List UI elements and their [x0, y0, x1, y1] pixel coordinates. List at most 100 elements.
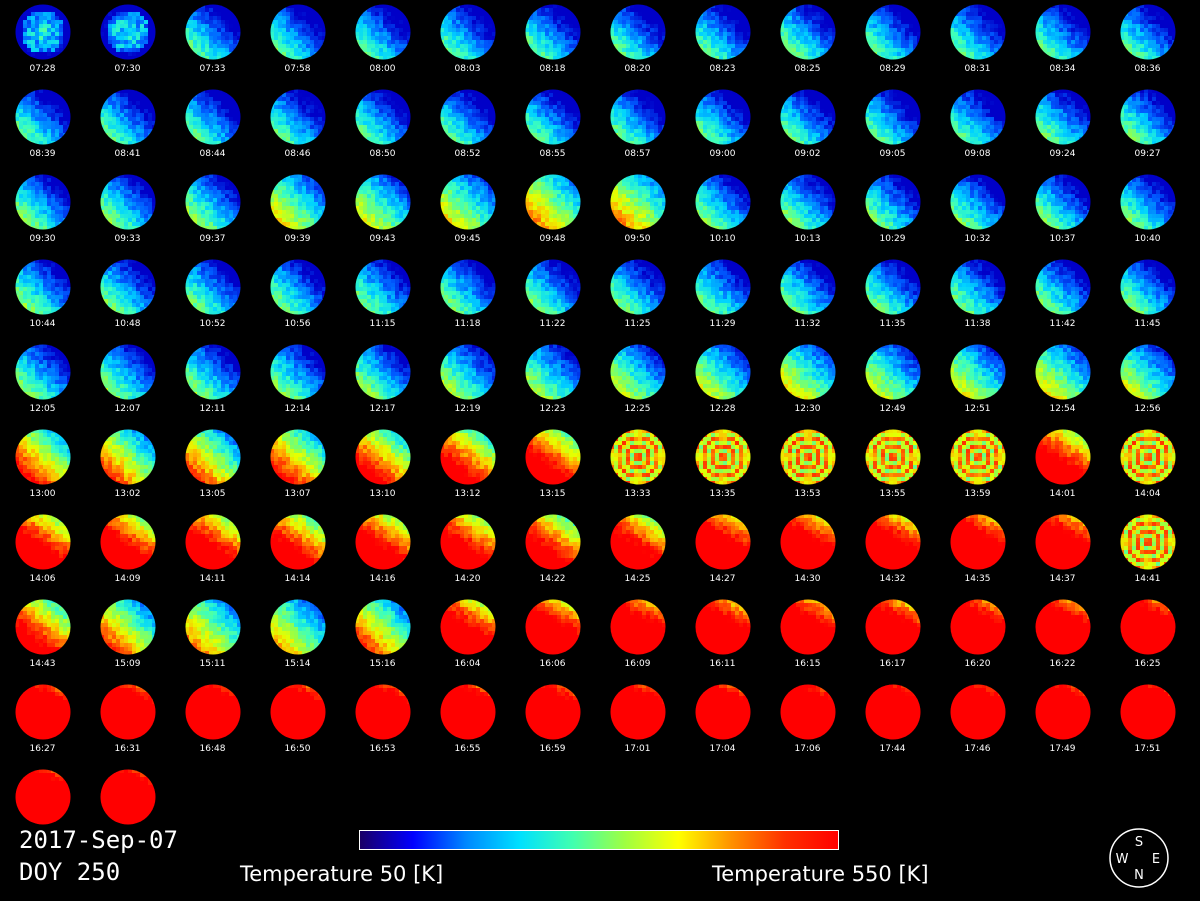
frame-thumbnail: 09:05 [850, 85, 935, 170]
frame-time-label: 12:56 [1105, 404, 1190, 414]
frame-time-label: 13:55 [850, 489, 935, 499]
frame-thumbnail: 12:49 [850, 340, 935, 425]
temperature-disk [695, 429, 751, 485]
temperature-disk [100, 514, 156, 570]
frame-time-label: 12:11 [170, 404, 255, 414]
frame-time-label: 11:42 [1020, 319, 1105, 329]
frame-time-label: 08:34 [1020, 64, 1105, 74]
frame-thumbnail: 16:27 [0, 680, 85, 765]
frame-thumbnail: 12:07 [85, 340, 170, 425]
temperature-disk [440, 599, 496, 655]
frame-thumbnail: 14:04 [1105, 425, 1190, 510]
frame-thumbnail: 08:25 [765, 0, 850, 85]
temperature-disk [525, 174, 581, 230]
frame-time-label: 12:25 [595, 404, 680, 414]
temperature-disk [185, 4, 241, 60]
frame-thumbnail: 14:41 [1105, 510, 1190, 595]
temperature-disk [185, 514, 241, 570]
frame-time-label: 09:02 [765, 149, 850, 159]
frame-time-label: 14:11 [170, 574, 255, 584]
temperature-disk [525, 684, 581, 740]
frame-time-label: 13:05 [170, 489, 255, 499]
temperature-disk [1035, 684, 1091, 740]
frame-time-label: 14:32 [850, 574, 935, 584]
temperature-disk [525, 344, 581, 400]
temperature-disk [610, 429, 666, 485]
frame-thumbnail: 16:20 [935, 595, 1020, 680]
frame-thumbnail: 08:52 [425, 85, 510, 170]
temperature-disk [355, 89, 411, 145]
frame-thumbnail: 13:35 [680, 425, 765, 510]
temperature-disk [865, 259, 921, 315]
temperature-disk [1035, 599, 1091, 655]
frame-thumbnail: 08:36 [1105, 0, 1190, 85]
frame-thumbnail: 07:58 [255, 0, 340, 85]
temperature-disk [1035, 429, 1091, 485]
frame-time-label: 13:53 [765, 489, 850, 499]
frame-time-label: 17:06 [765, 744, 850, 754]
temperature-disk [355, 599, 411, 655]
frame-time-label: 10:37 [1020, 234, 1105, 244]
temperature-disk [1120, 89, 1176, 145]
frame-thumbnail: 15:09 [85, 595, 170, 680]
frame-thumbnail: 14:16 [340, 510, 425, 595]
frame-thumbnail: 12:05 [0, 340, 85, 425]
frame-time-label: 12:49 [850, 404, 935, 414]
frame-time-label: 14:41 [1105, 574, 1190, 584]
frame-time-label: 09:27 [1105, 149, 1190, 159]
temperature-disk [525, 514, 581, 570]
temperature-disk [865, 684, 921, 740]
temperature-disk [100, 769, 156, 825]
frame-time-label: 15:14 [255, 659, 340, 669]
frame-thumbnail: 09:39 [255, 170, 340, 255]
frame-thumbnail: 09:08 [935, 85, 1020, 170]
temperature-disk [525, 89, 581, 145]
frame-time-label: 09:00 [680, 149, 765, 159]
frame-time-label: 08:29 [850, 64, 935, 74]
frame-thumbnail: 15:14 [255, 595, 340, 680]
frame-time-label: 10:44 [0, 319, 85, 329]
frame-time-label: 09:45 [425, 234, 510, 244]
frame-thumbnail: 12:30 [765, 340, 850, 425]
temperature-disk [15, 259, 71, 315]
frame-time-label: 16:22 [1020, 659, 1105, 669]
frame-thumbnail: 13:05 [170, 425, 255, 510]
frame-thumbnail: 13:12 [425, 425, 510, 510]
temperature-disk [185, 344, 241, 400]
temperature-disk [695, 174, 751, 230]
date-label: 2017-Sep-07 [19, 826, 178, 854]
frame-time-label: 16:53 [340, 744, 425, 754]
temperature-disk [780, 684, 836, 740]
frame-time-label: 17:01 [595, 744, 680, 754]
frame-time-label: 08:44 [170, 149, 255, 159]
frame-time-label: 09:48 [510, 234, 595, 244]
frame-thumbnail: 09:50 [595, 170, 680, 255]
temperature-disk [865, 599, 921, 655]
frame-thumbnail: 14:01 [1020, 425, 1105, 510]
frame-thumbnail: 16:22 [1020, 595, 1105, 680]
frame-time-label: 17:51 [1105, 744, 1190, 754]
frame-time-label: 14:01 [1020, 489, 1105, 499]
frame-thumbnail: 11:29 [680, 255, 765, 340]
temperature-disk [950, 429, 1006, 485]
frame-thumbnail: 11:15 [340, 255, 425, 340]
frame-thumbnail: 08:18 [510, 0, 595, 85]
frame-time-label: 07:58 [255, 64, 340, 74]
frame-time-label: 08:20 [595, 64, 680, 74]
temperature-disk [440, 174, 496, 230]
frame-thumbnail: 12:17 [340, 340, 425, 425]
frame-time-label: 13:07 [255, 489, 340, 499]
frame-time-label: 11:35 [850, 319, 935, 329]
temperature-disk [525, 4, 581, 60]
temperature-disk [100, 684, 156, 740]
frame-thumbnail: 16:50 [255, 680, 340, 765]
frame-time-label: 09:50 [595, 234, 680, 244]
frame-time-label: 15:11 [170, 659, 255, 669]
frame-time-label: 12:28 [680, 404, 765, 414]
frame-time-label: 10:29 [850, 234, 935, 244]
frame-time-label: 12:07 [85, 404, 170, 414]
temperature-disk [780, 514, 836, 570]
frame-time-label: 11:22 [510, 319, 595, 329]
temperature-disk [15, 429, 71, 485]
frame-thumbnail: 13:07 [255, 425, 340, 510]
